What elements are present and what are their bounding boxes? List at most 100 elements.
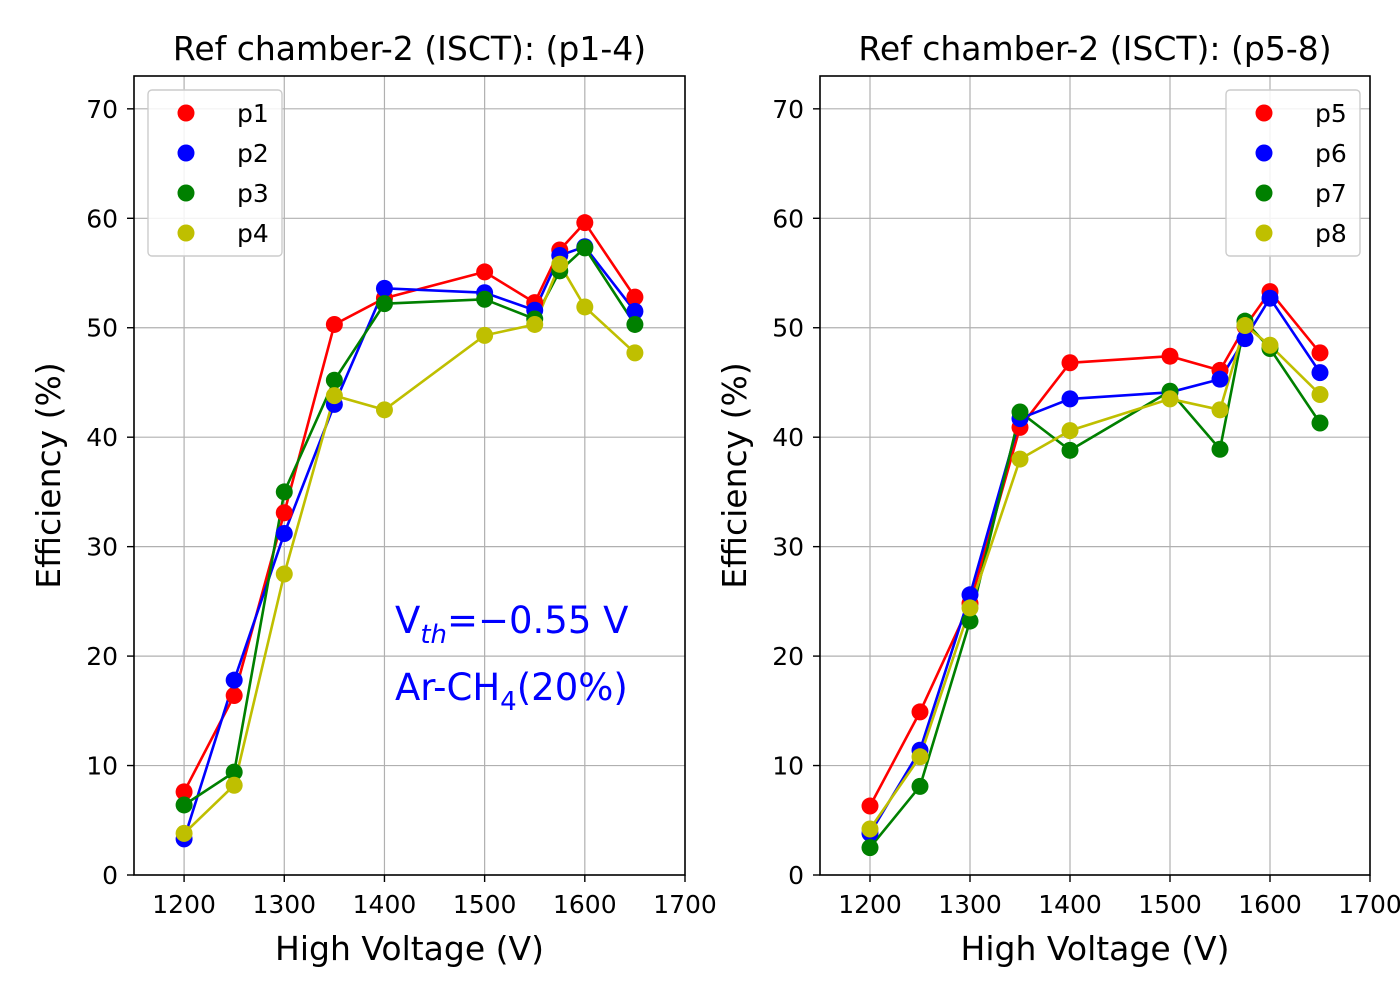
data-point-p4 [551,255,569,273]
chart-panel-2: 1200 1300 1400 1500 1600 1700 0 10 20 30 40 50 60 70 R… [715,29,1400,968]
data-point-p6 [1236,330,1254,348]
series-line-p3 [183,245,636,807]
y-tick-label: 0 [102,861,118,890]
x-tick-label: 1600 [553,890,617,919]
y-tick-label: 60 [86,204,118,233]
y-tick-label: 70 [86,95,118,124]
data-point-p8 [1261,336,1279,354]
x-axis-label: High Voltage (V) [275,929,544,968]
data-point-p8 [1236,317,1254,335]
data-point-p4 [626,344,644,362]
legend-label: p8 [1315,219,1347,248]
data-point-p1 [476,263,494,281]
data-point-p7 [911,777,929,795]
y-tick-label: 60 [772,204,804,233]
y-tick-label: 50 [772,314,804,343]
data-point-p6 [1211,370,1229,388]
x-tick-label: 1400 [353,890,417,919]
annotation-subscript: 4 [500,687,517,717]
y-tick-label: 40 [86,423,118,452]
x-tick-label: 1700 [1338,890,1400,919]
data-point-p3 [375,295,393,313]
data-point-p7 [1211,440,1229,458]
data-point-p2 [375,279,393,297]
x-tick-label: 1500 [453,890,517,919]
annotation-text-2: Ar-CH4(20%) [395,666,628,717]
data-point-p2 [275,525,293,543]
legend-marker-p8 [1255,224,1273,242]
data-point-p1 [175,783,193,801]
annotation-text-1: Vth=−0.55 V [395,599,628,650]
data-point-p5 [861,797,879,815]
x-tick-label: 1500 [1138,890,1202,919]
legend-marker-p3 [177,184,195,202]
legend: p5 p6 p7 p8 [1225,89,1361,257]
data-point-p3 [225,763,243,781]
x-tick-label: 1200 [838,890,902,919]
x-tick-label: 1700 [653,890,717,919]
data-point-p8 [911,748,929,766]
y-tick-label: 30 [772,533,804,562]
legend-marker-p1 [177,104,195,122]
y-axis-label: Efficiency (%) [715,362,754,589]
y-tick-label: 20 [86,642,118,671]
y-axis-label: Efficiency (%) [29,362,68,589]
data-point-p4 [225,776,243,794]
data-point-p7 [1061,441,1079,459]
annotation-suffix: (20%) [517,666,628,709]
data-point-p4 [275,565,293,583]
x-tick-label: 1300 [938,890,1002,919]
x-tick-label: 1400 [1038,890,1102,919]
legend-label: p4 [237,219,269,248]
data-point-p2 [225,671,243,689]
chart-title: Ref chamber-2 (ISCT): (p1-4) [173,29,646,68]
legend-label: p7 [1315,179,1347,208]
data-point-p3 [275,483,293,501]
data-point-p8 [1061,422,1079,440]
legend-label: p5 [1315,99,1347,128]
x-tick-label: 1200 [152,890,216,919]
data-point-p5 [1061,354,1079,372]
data-point-p8 [961,599,979,617]
series-line-p7 [868,318,1322,849]
data-point-p7 [1011,403,1029,421]
data-point-p5 [1161,347,1179,365]
annotation-main: Ar-CH [395,666,500,709]
legend-label: p3 [237,179,269,208]
series-line-p6 [868,295,1322,835]
data-point-p8 [861,820,879,838]
data-point-p7 [961,612,979,630]
legend-marker-p7 [1255,184,1273,202]
legend-marker-p5 [1255,104,1273,122]
legend-label: p1 [237,99,269,128]
legend-box [1225,89,1361,257]
y-tick-label: 40 [772,423,804,452]
legend-marker-p2 [177,144,195,162]
data-point-p6 [961,586,979,604]
data-point-p1 [576,214,594,232]
y-tick-label: 20 [772,642,804,671]
data-point-p5 [1311,344,1329,362]
legend: p1 p2 p3 p4 [147,89,283,257]
x-tick-label: 1600 [1238,890,1302,919]
annotation-suffix: =−0.55 V [447,599,628,642]
data-point-p6 [1311,364,1329,382]
chart-panel-1: 1200 1300 1400 1500 1600 1700 0 10 20 30 40 50 60 70 R… [29,29,717,968]
data-point-p3 [476,290,494,308]
data-point-p3 [576,239,594,257]
data-point-p3 [175,796,193,814]
data-point-p3 [626,315,644,333]
data-point-p8 [1311,386,1329,404]
legend-label: p6 [1315,139,1347,168]
data-point-p3 [325,371,343,389]
legend-marker-p6 [1255,144,1273,162]
data-point-p8 [1161,390,1179,408]
series-line-p4 [183,261,636,835]
series-line-p8 [868,323,1321,830]
data-point-p4 [375,401,393,419]
data-point-p7 [1311,414,1329,432]
data-point-p8 [1011,450,1029,468]
plot-frame [133,75,686,876]
y-tick-label: 30 [86,533,118,562]
data-point-p7 [861,839,879,857]
